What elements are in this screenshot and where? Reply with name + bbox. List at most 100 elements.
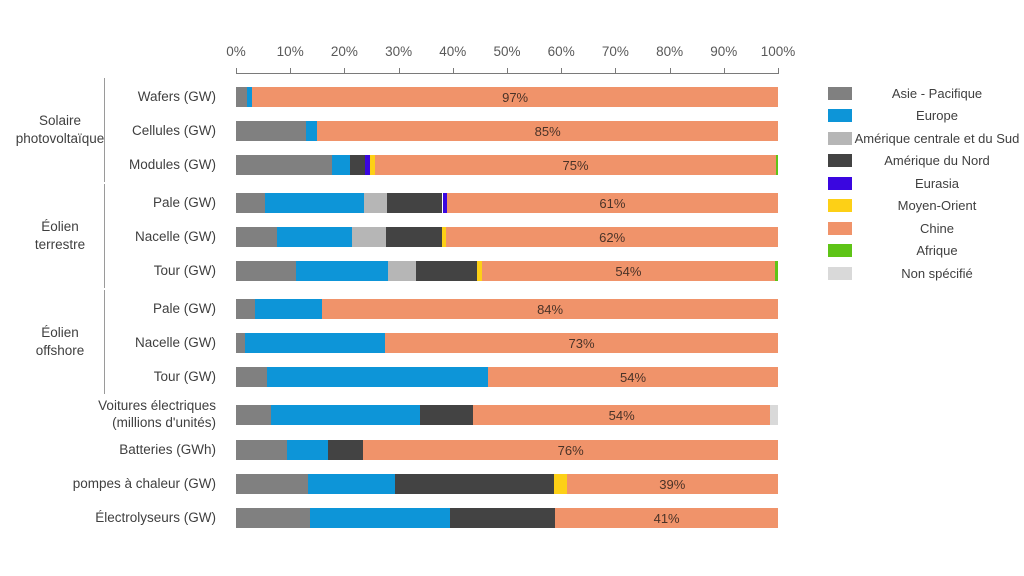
bar-segment[interactable] xyxy=(351,227,387,247)
bar-segment[interactable] xyxy=(266,367,489,387)
bar-segment[interactable] xyxy=(776,155,778,175)
bar-track[interactable]: 62% xyxy=(236,227,778,247)
bar-segment[interactable] xyxy=(331,155,350,175)
bar-track[interactable]: 97% xyxy=(236,87,778,107)
bar-row: Pale (GW) 61% xyxy=(0,186,1024,220)
bar-segment[interactable] xyxy=(236,367,267,387)
bar-segment[interactable] xyxy=(553,474,567,494)
bar-segment[interactable] xyxy=(296,261,389,281)
bar-segment[interactable] xyxy=(769,405,778,425)
bar-segment[interactable] xyxy=(236,193,266,213)
legend: Asie - Pacifique Europe Amérique centrale … xyxy=(828,82,1024,285)
group-label: Éolien offshore xyxy=(35,324,85,358)
legend-swatch-icon xyxy=(828,131,852,145)
bar-segment[interactable] xyxy=(476,261,482,281)
bar-segment[interactable] xyxy=(286,440,329,460)
bar-segment[interactable] xyxy=(488,367,778,387)
legend-item[interactable]: Moyen-Orient xyxy=(828,195,1024,218)
legend-label: Asie - Pacifique xyxy=(891,85,983,101)
bar-segment[interactable] xyxy=(308,474,396,494)
bar-segment[interactable] xyxy=(349,155,365,175)
bar-track[interactable]: 54% xyxy=(236,261,778,281)
bar-segment[interactable] xyxy=(236,508,311,528)
bar-segment[interactable] xyxy=(245,333,386,353)
bar-segment[interactable] xyxy=(388,261,417,281)
bar-segment[interactable] xyxy=(364,193,387,213)
legend-label: Non spécifié xyxy=(901,265,973,281)
legend-item[interactable]: Europe xyxy=(828,105,1024,128)
legend-item[interactable]: Asie - Pacifique xyxy=(828,82,1024,105)
bar-row: Nacelle (GW) 73% xyxy=(0,326,1024,360)
bar-segment[interactable] xyxy=(236,474,309,494)
bar-segment[interactable] xyxy=(252,87,778,107)
bar-segment[interactable] xyxy=(317,121,778,141)
bar-segment[interactable] xyxy=(236,299,255,319)
bar-segment[interactable] xyxy=(385,333,778,353)
bar-segment[interactable] xyxy=(374,155,777,175)
bar-segment[interactable] xyxy=(236,405,272,425)
bar-segment[interactable] xyxy=(473,405,770,425)
legend-item[interactable]: Chine xyxy=(828,217,1024,240)
bar-segment[interactable] xyxy=(236,155,332,175)
bar-segment[interactable] xyxy=(555,508,778,528)
legend-label: Europe xyxy=(916,108,958,124)
bar-segment[interactable] xyxy=(236,87,247,107)
bar-segment[interactable] xyxy=(446,193,778,213)
bar-segment[interactable] xyxy=(246,87,253,107)
bar-row: Voitures électriques (millions d'unités) 5… xyxy=(0,398,1024,432)
bar-segment[interactable] xyxy=(236,333,246,353)
bar-segment[interactable] xyxy=(236,440,287,460)
bar-segment[interactable] xyxy=(236,121,307,141)
bar-segment[interactable] xyxy=(236,261,297,281)
bar-segment[interactable] xyxy=(442,193,447,213)
bar-track[interactable]: 39% xyxy=(236,474,778,494)
bar-segment[interactable] xyxy=(450,508,556,528)
bar-row-label: Pale (GW) xyxy=(152,300,216,316)
legend-swatch-icon xyxy=(828,86,852,100)
bar-segment[interactable] xyxy=(271,405,421,425)
bar-segment[interactable] xyxy=(386,227,442,247)
bar-track[interactable]: 75% xyxy=(236,155,778,175)
legend-item[interactable]: Amérique centrale et du Sud xyxy=(828,127,1024,150)
legend-item[interactable]: Amérique du Nord xyxy=(828,150,1024,173)
bar-segment[interactable] xyxy=(446,227,778,247)
bar-track[interactable]: 76% xyxy=(236,440,778,460)
bar-track[interactable]: 73% xyxy=(236,333,778,353)
legend-item[interactable]: Afrique xyxy=(828,240,1024,263)
bar-segment[interactable] xyxy=(328,440,364,460)
bar-segment[interactable] xyxy=(322,299,778,319)
x-axis-tick-70: 70% xyxy=(601,44,629,59)
bar-segment[interactable] xyxy=(369,155,375,175)
bar-segment[interactable] xyxy=(420,405,474,425)
x-axis-tick-20: 20% xyxy=(330,44,358,59)
x-axis-tick-90: 90% xyxy=(710,44,738,59)
x-axis-tickmark-30 xyxy=(398,68,400,74)
bar-segment[interactable] xyxy=(481,261,776,281)
bar-segment[interactable] xyxy=(310,508,451,528)
bar-segment[interactable] xyxy=(441,227,447,247)
bar-track[interactable]: 61% xyxy=(236,193,778,213)
legend-swatch-icon xyxy=(828,199,852,213)
bar-segment[interactable] xyxy=(363,440,778,460)
bar-segment[interactable] xyxy=(265,193,365,213)
bar-track[interactable]: 85% xyxy=(236,121,778,141)
bar-segment[interactable] xyxy=(254,299,323,319)
legend-item[interactable]: Non spécifié xyxy=(828,262,1024,285)
bar-segment[interactable] xyxy=(277,227,352,247)
bar-segment[interactable] xyxy=(775,261,778,281)
bar-segment[interactable] xyxy=(566,474,778,494)
bar-track[interactable]: 84% xyxy=(236,299,778,319)
x-axis-tickmark-50 xyxy=(507,68,508,74)
bar-track[interactable]: 41% xyxy=(236,508,778,528)
legend-label: Eurasia xyxy=(914,175,960,191)
legend-item[interactable]: Eurasia xyxy=(828,172,1024,195)
bar-segment[interactable] xyxy=(364,155,370,175)
bar-segment[interactable] xyxy=(386,193,443,213)
bar-segment[interactable] xyxy=(236,227,278,247)
bar-segment[interactable] xyxy=(306,121,318,141)
bar-segment[interactable] xyxy=(395,474,554,494)
bar-track[interactable]: 54% xyxy=(236,367,778,387)
bar-segment[interactable] xyxy=(416,261,477,281)
bar-track[interactable]: 54% xyxy=(236,405,778,425)
